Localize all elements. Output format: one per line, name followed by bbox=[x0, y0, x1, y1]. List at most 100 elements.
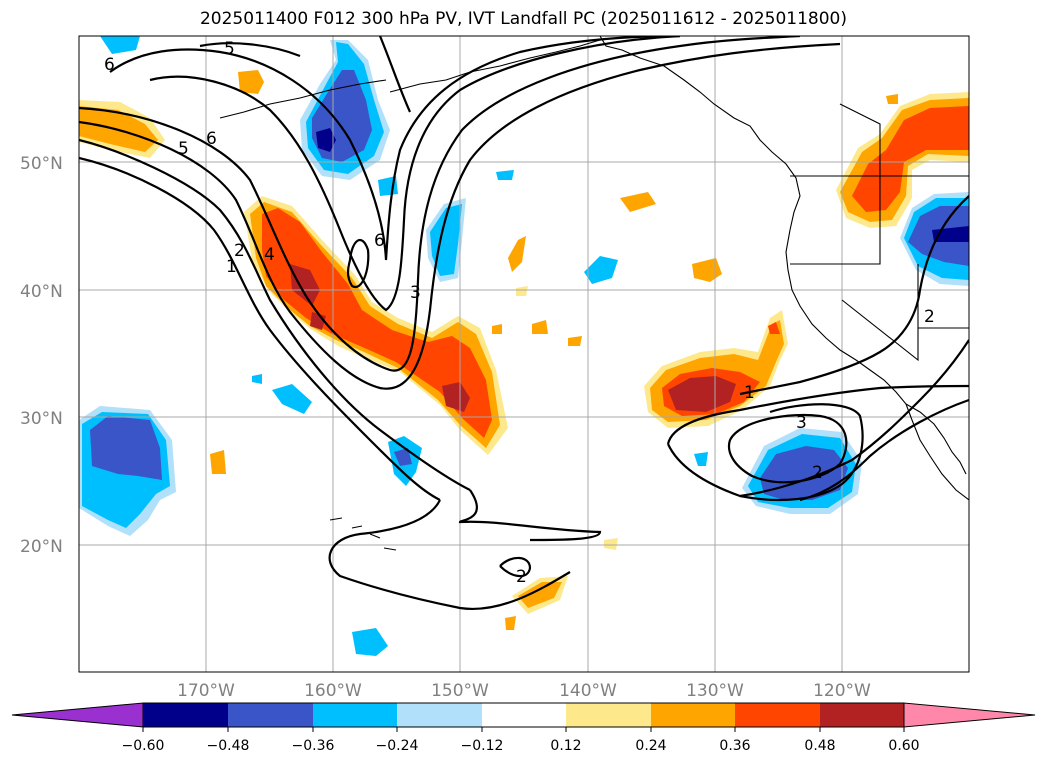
colorbar: −0.60 −0.48 −0.36 −0.24 −0.12 0.12 0.24 … bbox=[11, 702, 1036, 754]
pv-positive-region bbox=[668, 376, 736, 412]
lon-label: 120°W bbox=[813, 681, 871, 701]
contour-label: 1 bbox=[226, 257, 237, 277]
pv-negative-region bbox=[272, 384, 312, 414]
lon-label: 140°W bbox=[559, 681, 617, 701]
graticule bbox=[79, 36, 969, 672]
latitude-labels: 50°N 40°N 30°N 20°N bbox=[20, 154, 63, 557]
pv-positive-region bbox=[604, 538, 618, 550]
colorbar-segment bbox=[228, 703, 313, 727]
ivt-contour bbox=[799, 398, 969, 502]
baja-california bbox=[905, 403, 967, 475]
longitude-labels: 170°W 160°W 150°W 140°W 130°W 120°W bbox=[177, 681, 871, 701]
pv-positive-region bbox=[532, 320, 548, 334]
map-frame bbox=[78, 35, 970, 673]
colorbar-tick-label: −0.12 bbox=[461, 738, 504, 754]
pv-positive-region bbox=[290, 264, 320, 306]
colorbar-ticks bbox=[142, 727, 905, 732]
contour-label: 6 bbox=[374, 231, 385, 251]
contour-label: 2 bbox=[924, 307, 935, 327]
lat-label: 20°N bbox=[20, 537, 63, 557]
pv-positive-region bbox=[505, 616, 516, 630]
map-plot-area: 5 6 6 5 2 4 1 6 3 1 3 2 2 2 bbox=[79, 36, 969, 672]
contour-label: 4 bbox=[264, 245, 275, 265]
contour-label: 1 bbox=[744, 383, 755, 403]
hawaii-islands bbox=[329, 517, 397, 551]
pv-negative-region bbox=[584, 256, 618, 284]
state-border bbox=[790, 176, 881, 265]
lat-label: 40°N bbox=[20, 282, 63, 302]
ivt-contour bbox=[328, 489, 602, 610]
pv-positive-region bbox=[442, 382, 470, 412]
pv-positive-region bbox=[492, 324, 502, 334]
pv-negative-region bbox=[394, 448, 412, 466]
contour-label: 6 bbox=[206, 129, 217, 149]
colorbar-segment bbox=[820, 703, 904, 727]
lat-label: 50°N bbox=[20, 154, 63, 174]
lon-label: 170°W bbox=[177, 681, 235, 701]
lon-label: 160°W bbox=[304, 681, 362, 701]
colorbar-segment bbox=[566, 703, 651, 727]
colorbar-segment bbox=[482, 703, 566, 727]
pv-positive-region bbox=[516, 286, 528, 296]
ivt-contour bbox=[109, 36, 681, 261]
contour-label: 5 bbox=[178, 139, 189, 159]
colorbar-tick-label: −0.24 bbox=[376, 738, 419, 754]
pv-positive-region bbox=[568, 336, 582, 346]
colorbar-tick-label: −0.60 bbox=[122, 738, 165, 754]
ivt-contour bbox=[79, 156, 441, 501]
lon-label: 130°W bbox=[686, 681, 744, 701]
colorbar-segment bbox=[397, 703, 482, 727]
ivt-contour bbox=[346, 238, 370, 289]
pv-positive-region bbox=[886, 94, 898, 104]
colorbar-tick-label: −0.48 bbox=[207, 738, 250, 754]
contour-label: 5 bbox=[224, 39, 235, 59]
colorbar-extend-low bbox=[11, 702, 144, 728]
west-coast bbox=[785, 229, 969, 501]
pv-negative-region bbox=[90, 416, 162, 480]
lat-label: 30°N bbox=[20, 409, 63, 429]
aleutian-islands bbox=[389, 39, 601, 93]
ivt-contour bbox=[739, 195, 969, 396]
pv-positive-region bbox=[262, 208, 492, 438]
ivt-contour bbox=[499, 556, 532, 578]
ivt-contour bbox=[79, 36, 801, 372]
ivt-contour bbox=[666, 384, 969, 502]
ivt-contour bbox=[79, 42, 841, 390]
pv-negative-region bbox=[352, 628, 388, 656]
contour-label: 2 bbox=[812, 463, 823, 483]
ivt-contour bbox=[79, 138, 471, 491]
colorbar-segment bbox=[313, 703, 397, 727]
pv-positive-region bbox=[852, 106, 969, 212]
alaska-coast bbox=[599, 36, 801, 231]
colorbar-tick-label: 0.12 bbox=[550, 738, 581, 754]
contour-label: 2 bbox=[234, 241, 245, 261]
colorbar-tick-label: 0.60 bbox=[888, 738, 919, 754]
aleutian-islands bbox=[219, 79, 387, 119]
pv-positive-region bbox=[620, 192, 656, 212]
pv-positive-region bbox=[768, 322, 780, 334]
state-border bbox=[839, 103, 881, 176]
pv-negative-region bbox=[694, 452, 708, 466]
colorbar-outline bbox=[143, 702, 904, 728]
ivt-contour bbox=[739, 339, 969, 498]
colorbar-segment bbox=[651, 703, 735, 727]
colorbar-extend-high bbox=[903, 702, 1036, 728]
pv-negative-region bbox=[252, 374, 262, 384]
contour-label: 6 bbox=[104, 55, 115, 75]
ivt-contour bbox=[149, 36, 681, 312]
colorbar-tick-label: −0.36 bbox=[292, 738, 335, 754]
ivt-contour bbox=[199, 36, 412, 113]
ivt-contours bbox=[79, 36, 969, 610]
pv-positive-region bbox=[508, 236, 526, 272]
pv-negative-region bbox=[316, 128, 336, 152]
contour-label: 3 bbox=[410, 283, 421, 303]
colorbar-segment bbox=[735, 703, 820, 727]
colorbar-tick-label: 0.36 bbox=[719, 738, 750, 754]
pv-positive-region bbox=[210, 450, 226, 474]
contour-label: 2 bbox=[516, 567, 527, 587]
contour-label: 3 bbox=[796, 413, 807, 433]
colorbar-segment bbox=[143, 703, 228, 727]
pv-negative-region bbox=[496, 170, 514, 180]
lon-label: 150°W bbox=[431, 681, 489, 701]
